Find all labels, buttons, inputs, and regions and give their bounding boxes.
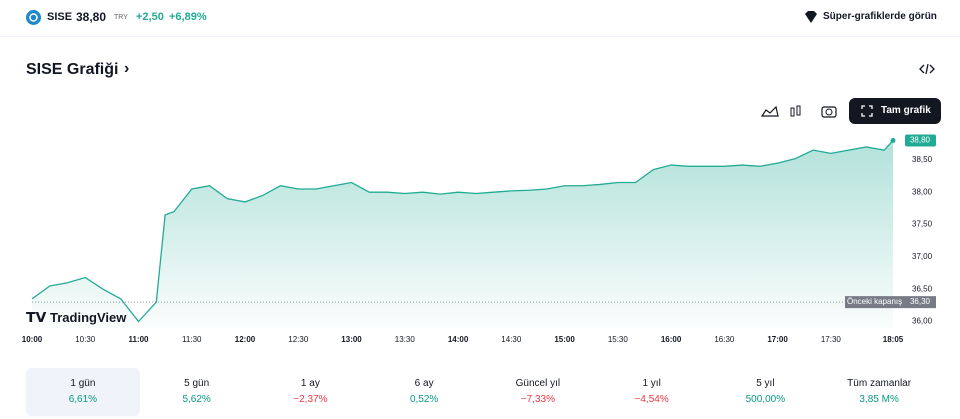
x-tick-label: 13:30 (395, 335, 416, 344)
y-tick-label: 36,00 (912, 317, 933, 326)
full-icon (861, 105, 873, 117)
symbol: SISE (47, 11, 73, 23)
x-tick-label: 17:00 (767, 335, 788, 344)
x-tick-label: 12:30 (288, 335, 309, 344)
area-fill (32, 140, 893, 328)
chart: 36,00 36,50 37,00 37,50 38,00 38,50 10:00 10:30… (22, 134, 936, 344)
watermark-text: TradingView (50, 310, 127, 325)
range-change: 500,00% (745, 394, 786, 405)
prev-close-name: Önceki kapanış (847, 297, 902, 306)
range-tab[interactable]: 1 yıl −4,54% (595, 368, 709, 416)
range-label: 1 ay (300, 378, 320, 389)
x-tick-label: 15:30 (608, 335, 629, 344)
range-label: Tüm zamanlar (847, 378, 912, 389)
range-change: −7,33% (520, 394, 555, 405)
x-tick-label: 16:30 (714, 335, 735, 344)
price-line (31, 140, 894, 323)
super-charts-link[interactable]: Süper-grafiklerde görün (823, 11, 937, 22)
x-tick-label: 16:00 (661, 335, 682, 344)
full-chart-label: Tam grafik (881, 105, 931, 116)
x-tick-label: 11:00 (128, 335, 149, 344)
last-price-tag (905, 134, 936, 147)
y-tick-label: 37,00 (912, 252, 933, 261)
range-label: 1 gün (70, 378, 96, 389)
range-change: 5,62% (182, 394, 211, 405)
price: 38,80 (76, 10, 107, 24)
prev-close-tag (845, 296, 936, 309)
range-change: 6,61% (68, 394, 98, 405)
x-tick-label: 17:30 (821, 335, 842, 344)
chart-title[interactable]: SISE Grafiği (26, 61, 119, 78)
range-label: 1 yıl (642, 378, 661, 389)
super-icon (805, 11, 817, 23)
x-tick-label: 10:00 (22, 335, 43, 344)
chart-tools[interactable] (760, 102, 840, 122)
range-tab[interactable]: Tüm zamanlar 3,85 M% (822, 368, 936, 416)
x-tick-label: 10:30 (75, 335, 96, 344)
last-point (890, 137, 896, 143)
range-tabs: 1 gün 6,61% 5 gün 5,62% 1 ay −2,37% 6 ay 0,52% G… (26, 368, 936, 416)
range-tab[interactable]: 1 ay −2,37% (254, 368, 368, 416)
range-tab[interactable]: 5 yıl 500,00% (709, 368, 823, 416)
prev-close-label: 36,30 (910, 297, 931, 306)
range-tab[interactable]: 5 gün 5,62% (140, 368, 254, 416)
x-tick-label: 13:00 (341, 335, 362, 344)
y-tick-label: 38,00 (912, 187, 933, 196)
x-tick-label: 11:30 (182, 335, 202, 344)
full-chart-button[interactable]: Tam grafik (849, 98, 941, 124)
range-label: Güncel yıl (515, 378, 561, 389)
x-tick-label: 12:00 (235, 335, 256, 344)
range-tab[interactable]: 1 gün 6,61% (26, 368, 140, 416)
range-change: −2,37% (293, 394, 328, 405)
symbol-icon (26, 10, 41, 25)
range-label: 5 yıl (756, 378, 775, 389)
y-tick-label: 36,50 (912, 284, 933, 293)
range-label: 6 ay (414, 378, 434, 389)
embed-icon[interactable] (919, 62, 935, 76)
range-tab[interactable]: Güncel yıl −7,33% (481, 368, 595, 416)
chevron: › (124, 60, 130, 77)
x-tick-label: 14:00 (448, 335, 469, 344)
range-change: −4,54% (634, 394, 669, 405)
x-tick-label: 18:05 (883, 335, 904, 344)
last-price-label: 38,80 (910, 136, 931, 145)
y-tick-label: 37,50 (912, 220, 933, 229)
change-pct: +6,89% (169, 11, 207, 23)
watermark: 𝗧𝗩 TradingView (26, 309, 127, 325)
range-change: 3,85 M% (859, 394, 899, 405)
x-tick-label: 15:00 (554, 335, 575, 344)
range-label: 5 gün (184, 378, 210, 389)
y-tick-label: 38,50 (912, 155, 933, 164)
top-bar: SISE 38,80 TRY +2,50 +6,89% Süper-grafik… (0, 0, 960, 37)
range-tab[interactable]: 6 ay 0,52% (367, 368, 481, 416)
currency: TRY (114, 14, 128, 21)
x-tick-label: 14:30 (501, 335, 522, 344)
range-change: 0,52% (409, 394, 439, 405)
change: +2,50 (136, 11, 164, 23)
